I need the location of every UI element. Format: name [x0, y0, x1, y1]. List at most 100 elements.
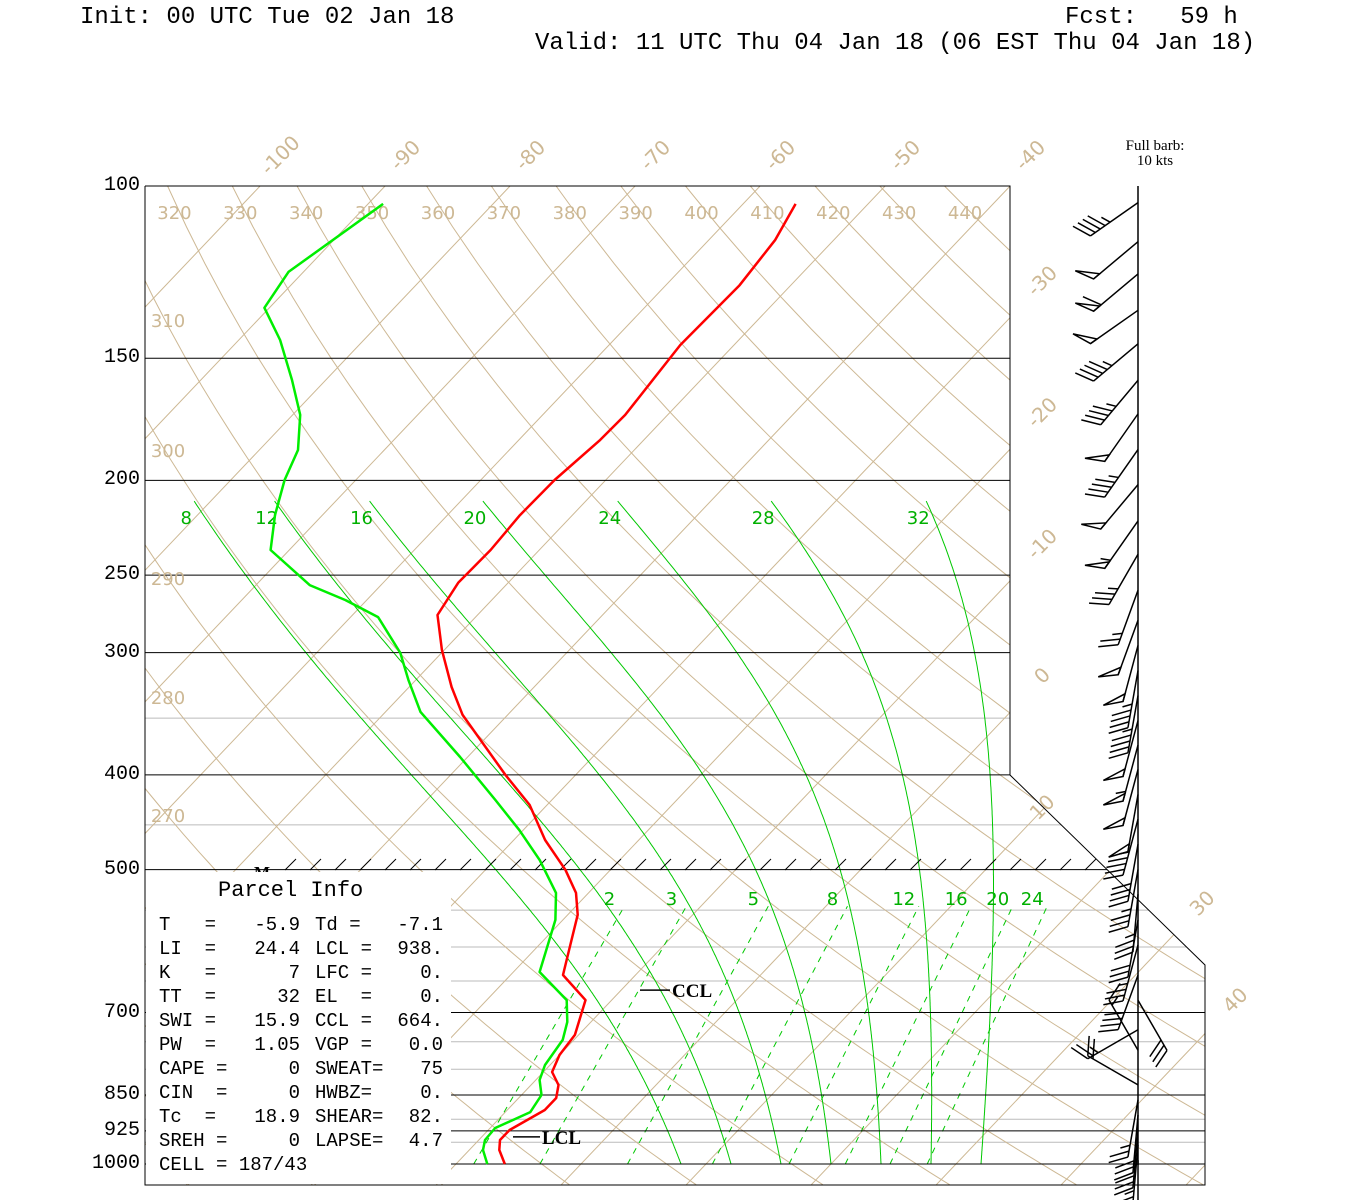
dry-adiabat	[296, 186, 1205, 1185]
wind-pennant	[1074, 302, 1102, 313]
lcl-marker-label: LCL	[542, 1128, 581, 1149]
hatch-mark	[784, 858, 797, 871]
theta-label: 370	[487, 203, 521, 224]
isotherm-label: -50	[885, 135, 925, 175]
parcel-value: 75	[420, 1058, 443, 1080]
wind-full-barb	[1104, 994, 1125, 1000]
init-time: Init: 00 UTC Tue 02 Jan 18	[80, 4, 455, 31]
hatch-mark	[809, 858, 822, 871]
wind-pennant	[1103, 791, 1127, 806]
wind-full-barb	[1122, 1195, 1134, 1200]
dry-adiabat	[145, 186, 950, 1185]
wind-full-barb	[1082, 218, 1101, 230]
isotherm-label: -10	[1022, 524, 1062, 564]
moist-adiabat-label: 32	[907, 508, 930, 529]
theta-label: 440	[948, 203, 982, 224]
parcel-info-row: CAPE = 0 SWEAT= 75	[146, 1058, 451, 1080]
hatch-mark	[734, 858, 747, 871]
pressure-tick-label: 850	[103, 1082, 140, 1106]
hatch-mark	[409, 858, 422, 871]
wind-full-barb	[1098, 1028, 1119, 1033]
hatch-mark	[1059, 858, 1072, 871]
moist-adiabat-label: 28	[752, 508, 775, 529]
mixing-ratio-line	[844, 905, 972, 1165]
parcel-label: SWI =	[159, 1010, 217, 1032]
isotherm-label: -90	[385, 135, 425, 175]
wind-full-barb	[1092, 1038, 1096, 1059]
dry-adiabat	[145, 186, 824, 1185]
hatch-mark	[459, 858, 472, 871]
theta-label: 380	[553, 203, 587, 224]
moist-adiabat-label: 16	[350, 508, 373, 529]
parcel-label: LI =	[159, 938, 217, 960]
wind-pennant	[1084, 453, 1111, 463]
isotherm	[145, 186, 657, 1185]
dewpoint-trace	[263, 202, 569, 1165]
moist-adiabat-label: 12	[255, 508, 278, 529]
pressure-tick-label: 100	[103, 174, 140, 197]
dry-adiabat	[490, 186, 1205, 1185]
theta-label: 300	[151, 441, 185, 462]
parcel-info-row: SWI = 15.9 CCL = 664.	[146, 1010, 451, 1032]
wind-barb	[1084, 449, 1139, 498]
parcel-label: LCL =	[315, 938, 373, 960]
wind-barb	[1088, 553, 1139, 606]
wind-full-barb	[1111, 734, 1132, 742]
parcel-label: CELL = 187/43	[159, 1154, 308, 1176]
wind-full-barb	[1114, 1187, 1134, 1196]
wind-pennant	[1108, 842, 1131, 858]
parcel-info-row: LI = 24.4 LCL = 938.	[146, 938, 451, 960]
parcel-value: 1.05	[254, 1034, 300, 1056]
parcel-value: 0.	[420, 962, 443, 984]
mixing-ratio-line	[926, 905, 1048, 1165]
wind-full-barb	[1108, 900, 1129, 908]
wind-full-barb	[1109, 920, 1130, 928]
parcel-value: -7.1	[397, 914, 443, 936]
wind-barb-shaft	[1137, 999, 1168, 1051]
theta-label: 310	[151, 311, 185, 332]
wind-full-barb	[1110, 715, 1131, 723]
isotherm-label: -60	[760, 135, 800, 175]
wind-barb	[1108, 982, 1139, 1051]
pressure-tick-label: 1000	[91, 1152, 140, 1175]
pressure-tick-label: 300	[103, 640, 140, 664]
wind-full-barb	[1111, 882, 1132, 890]
parcel-info-row: K = 7 LFC = 0.	[146, 962, 451, 984]
wind-half-barb	[1115, 790, 1126, 795]
wind-pennant	[1081, 522, 1108, 530]
dry-adiabat	[944, 186, 1205, 1185]
wind-barb-shaft	[1132, 1129, 1139, 1188]
wind-full-barb	[1084, 493, 1105, 498]
hatch-mark	[684, 858, 697, 871]
parcel-label: HWBZ=	[315, 1082, 373, 1104]
moist-adiabat	[770, 500, 933, 1164]
wind-full-barb	[1114, 951, 1134, 960]
parcel-value: 0	[288, 1058, 300, 1080]
wind-pennant	[1074, 270, 1102, 280]
mixing-ratio-line	[539, 905, 687, 1165]
wind-barb	[1108, 869, 1139, 933]
wind-barb-shaft	[1087, 1029, 1139, 1060]
wind-full-barb	[1155, 1050, 1168, 1068]
isotherm-label: -80	[510, 135, 550, 175]
parcel-info-row: PW = 1.05 VGP = 0.0	[146, 1034, 451, 1056]
wind-barb	[1108, 919, 1139, 984]
wind-full-barb	[1100, 638, 1121, 642]
wind-full-barb	[1088, 488, 1109, 493]
parcel-label: SREH =	[159, 1130, 228, 1152]
plot-frame	[144, 185, 1206, 1186]
isotherm	[145, 186, 782, 1185]
wind-full-barb	[1087, 215, 1106, 227]
dry-adiabat	[620, 186, 1205, 1185]
mixing-ratio-label: 20	[986, 889, 1009, 910]
wind-barb	[1122, 1144, 1139, 1200]
wind-barb-shaft	[1127, 869, 1139, 927]
isotherm-label: 40	[1218, 983, 1253, 1018]
wind-barb-shaft	[1100, 484, 1139, 530]
wind-barb-shaft	[1090, 309, 1139, 345]
hatch-mark	[509, 858, 522, 871]
barb-legend-line2: 10 kts	[1136, 153, 1174, 169]
wind-half-barb	[1108, 475, 1119, 479]
wind-barb	[1103, 769, 1139, 831]
